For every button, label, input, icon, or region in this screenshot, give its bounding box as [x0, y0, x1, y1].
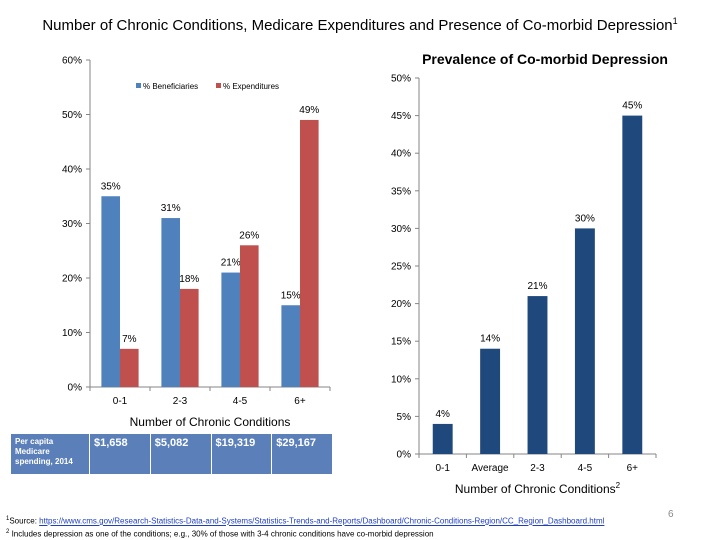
- footnote-2-mark: 2: [6, 528, 10, 535]
- spending-value-4-5: $19,319: [210, 433, 273, 475]
- left-chart-legend-swatch-beneficiaries: [136, 83, 141, 88]
- right-chart-y-tick-label: 30%: [391, 224, 411, 235]
- slide-title-text: Number of Chronic Conditions, Medicare E…: [42, 17, 673, 34]
- right-chart-y-tick-label: 45%: [391, 111, 411, 122]
- right-chart-bar-4-5: [574, 228, 595, 454]
- left-chart-x-tick-label-2-3: 2-3: [173, 396, 188, 407]
- left-chart-data-label: 15%: [281, 290, 301, 301]
- spending-row: Per capita Medicare spending, 2014 $1,65…: [10, 433, 333, 475]
- right-chart-y-tick-label: 10%: [391, 374, 411, 385]
- left-chart-bar-0-1-expenditures: [120, 348, 139, 387]
- left-chart-x-axis-title: Number of Chronic Conditions: [130, 415, 291, 429]
- left-chart-data-label: 7%: [122, 334, 137, 345]
- right-chart-bar-6-plus: [622, 115, 643, 454]
- left-chart-data-label: 18%: [179, 274, 199, 285]
- spending-table: Per capita Medicare spending, 2014 $1,65…: [10, 433, 333, 475]
- footnote-1: 1Source: https://www.cms.gov/Research-St…: [6, 514, 604, 527]
- slide-title: Number of Chronic Conditions, Medicare E…: [0, 16, 720, 34]
- left-chart-data-label: 35%: [101, 181, 121, 192]
- right-chart-data-label: 45%: [622, 101, 642, 112]
- spending-row-header: Per capita Medicare spending, 2014: [10, 433, 90, 475]
- footnote-2-text: Includes depression as one of the condit…: [11, 529, 434, 539]
- footnote-1-mark: 1: [6, 516, 10, 522]
- left-chart-x-tick-label-6-plus: 6+: [294, 396, 306, 407]
- right-chart-data-label: 14%: [480, 334, 500, 345]
- left-chart-bar-4-5-expenditures: [240, 245, 259, 387]
- left-chart-data-label: 31%: [161, 203, 181, 214]
- left-chart-y-tick-label: 0%: [68, 383, 83, 394]
- title-footnote-mark: 1: [672, 16, 678, 26]
- left-chart-y-tick-label: 30%: [62, 219, 82, 230]
- right-chart-y-tick-label: 20%: [391, 299, 411, 310]
- footnote-2: 2 Includes depression as one of the cond…: [6, 527, 604, 540]
- right-chart-bar-average: [480, 348, 501, 454]
- left-chart-x-tick-label-4-5: 4-5: [233, 396, 248, 407]
- right-chart-y-tick-label: 35%: [391, 186, 411, 197]
- source-link[interactable]: https://www.cms.gov/Research-Statistics-…: [39, 516, 605, 526]
- right-chart-y-tick-label: 25%: [391, 262, 411, 273]
- left-chart-bar-2-3-beneficiaries: [161, 218, 180, 387]
- right-chart-y-tick-label: 50%: [391, 74, 411, 85]
- left-chart-bar-2-3-expenditures: [180, 288, 199, 387]
- right-chart-data-label: 30%: [575, 213, 595, 224]
- left-chart-legend-swatch-expenditures: [216, 83, 221, 88]
- left-chart-bar-6-plus-expenditures: [300, 119, 319, 387]
- right-chart-data-label: 4%: [435, 409, 450, 420]
- right-chart-x-tick-label-average: Average: [472, 463, 510, 474]
- right-chart-title: Prevalence of Co-morbid Depression: [422, 51, 668, 67]
- left-chart-data-label: 21%: [221, 258, 241, 269]
- left-chart-bar-4-5-beneficiaries: [221, 272, 240, 387]
- left-chart-y-tick-label: 60%: [62, 56, 82, 67]
- right-chart-y-tick-label: 15%: [391, 337, 411, 348]
- spending-value-0-1: $1,658: [89, 433, 151, 475]
- left-chart-y-tick-label: 10%: [62, 328, 82, 339]
- right-chart-y-tick-label: 5%: [397, 412, 412, 423]
- right-chart-x-tick-label-0-1: 0-1: [435, 463, 450, 474]
- left-chart-y-tick-label: 20%: [62, 274, 82, 285]
- left-chart-legend-label-beneficiaries: % Beneficiaries: [143, 82, 198, 91]
- right-chart-x-tick-label-4-5: 4-5: [578, 463, 593, 474]
- left-chart-data-label: 26%: [239, 230, 259, 241]
- right-chart: 0% 5% 10% 15% 20% 25% 30% 35% 40% 45% 50% 0-1 Averag…: [391, 74, 657, 496]
- page-number: 6: [668, 509, 674, 520]
- right-chart-x-axis-title-footnote-mark: 2: [616, 481, 621, 490]
- left-chart-y-tick-label: 40%: [62, 165, 82, 176]
- left-chart-y-tick-label: 50%: [62, 110, 82, 121]
- right-chart-y-tick-label: 0%: [397, 450, 412, 461]
- left-chart-bar-0-1-beneficiaries: [101, 196, 120, 387]
- left-chart-x-tick-label-0-1: 0-1: [113, 396, 128, 407]
- right-chart-x-axis-title: Number of Chronic Conditions2: [455, 481, 621, 496]
- right-chart-y-tick-label: 40%: [391, 149, 411, 160]
- left-chart-legend-label-expenditures: % Expenditures: [223, 82, 279, 91]
- right-chart-x-tick-label-2-3: 2-3: [530, 463, 545, 474]
- footnote-1-prefix: Source:: [9, 516, 40, 526]
- right-chart-data-label: 21%: [527, 281, 547, 292]
- spending-value-6-plus: $29,167: [271, 433, 333, 475]
- right-chart-bar-2-3: [527, 296, 548, 454]
- spending-value-2-3: $5,082: [149, 433, 212, 475]
- left-chart-data-label: 49%: [299, 105, 319, 116]
- left-chart: 0% 10% 20% 30% 40% 50% 60% 0-1 2-3 4-5 6+ 35% 31% 21%…: [62, 56, 331, 429]
- left-chart-bar-6-plus-beneficiaries: [281, 305, 300, 387]
- footnotes: 1Source: https://www.cms.gov/Research-St…: [6, 514, 604, 539]
- right-chart-x-tick-label-6-plus: 6+: [627, 463, 639, 474]
- right-chart-bar-0-1: [432, 423, 453, 454]
